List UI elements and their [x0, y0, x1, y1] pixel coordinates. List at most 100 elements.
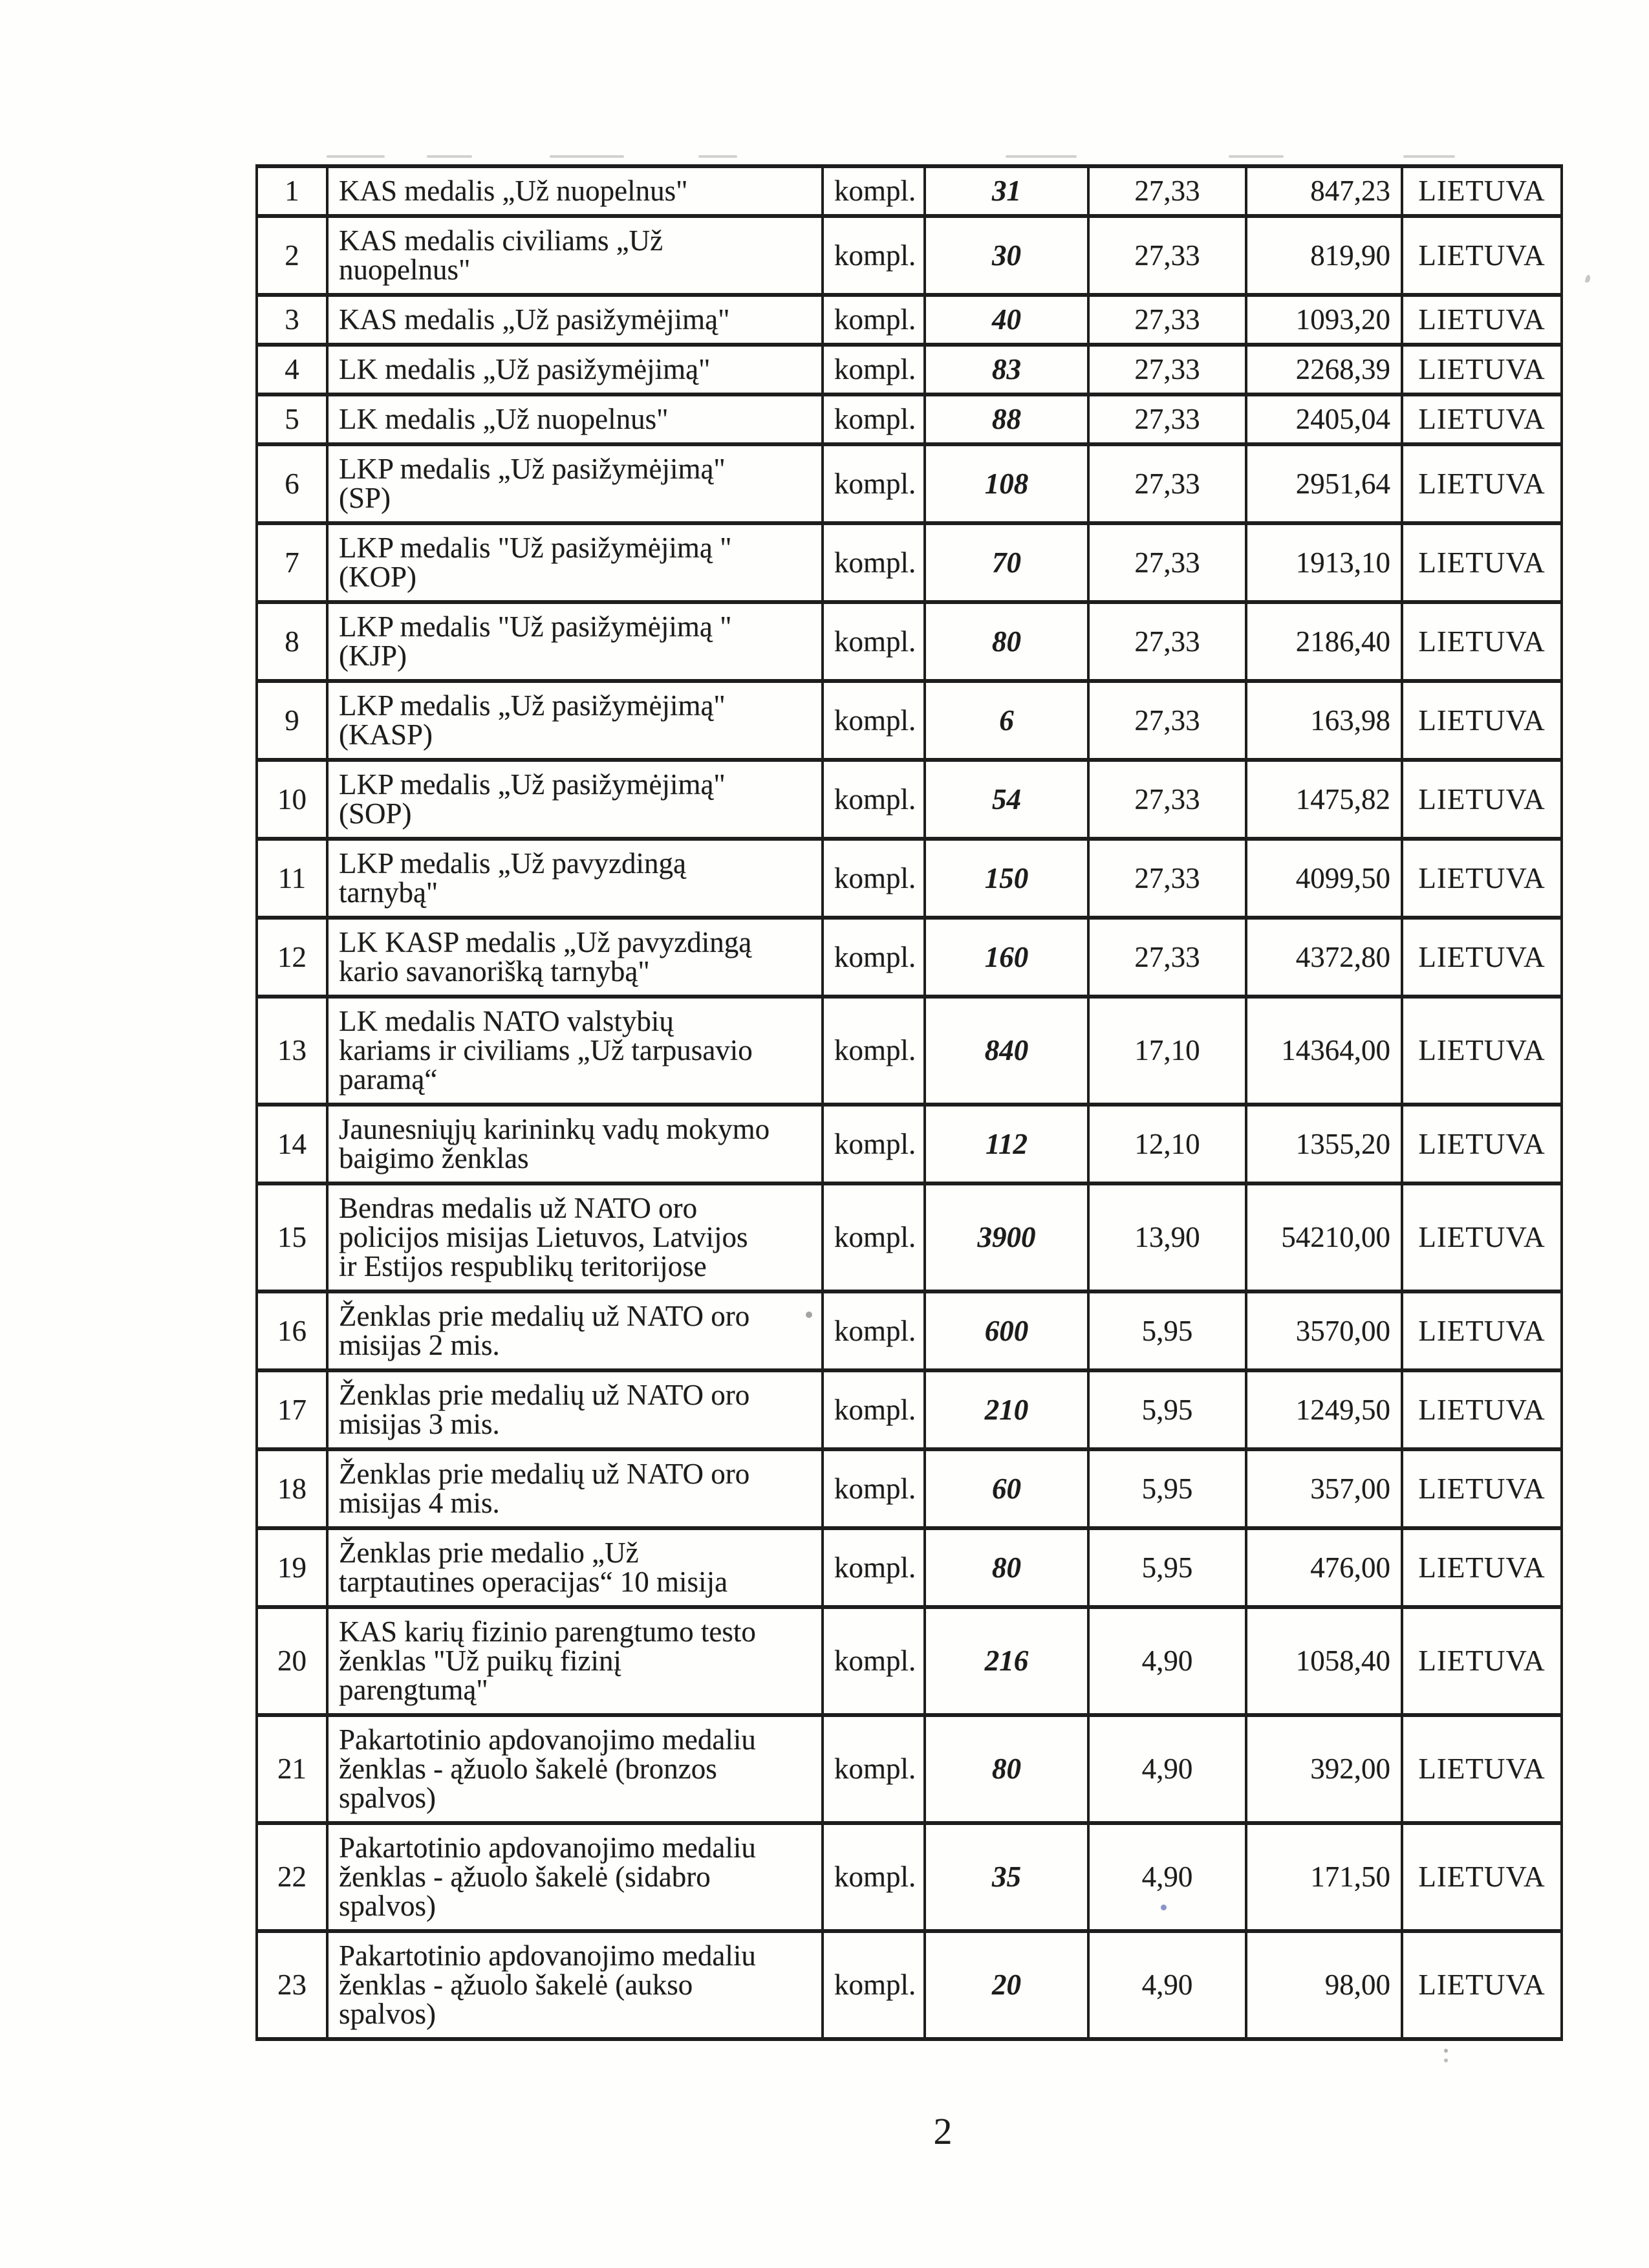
unit-price-cell: 27,33 [1087, 214, 1247, 297]
scan-artifact-dash [698, 155, 737, 158]
country-cell: LIETUVA [1401, 1526, 1563, 1609]
country-cell: LIETUVA [1401, 293, 1563, 347]
quantity-cell: 88 [923, 393, 1090, 446]
scan-speck [1584, 274, 1591, 283]
country-cell: LIETUVA [1401, 164, 1563, 218]
table-row: 3 KAS medalis „Už pasižymėjimą" kompl. 4… [255, 293, 1563, 347]
description-cell: LK medalis „Už nuopelnus" [326, 393, 824, 446]
quantity-cell: 6 [923, 679, 1090, 762]
unit-cell: kompl. [821, 1290, 926, 1372]
unit-cell: kompl. [821, 1713, 926, 1825]
scan-artifact-dash [1229, 155, 1284, 158]
total-price-cell: 847,23 [1245, 164, 1403, 218]
scan-artifact-dash [550, 155, 624, 158]
description-cell: LK medalis NATO valstybių kariams ir civ… [326, 995, 824, 1107]
quantity-cell: 108 [923, 442, 1090, 525]
country-cell: LIETUVA [1401, 214, 1563, 297]
unit-price-cell: 27,33 [1087, 393, 1247, 446]
quantity-cell: 840 [923, 995, 1090, 1107]
table-row: 12 LK KASP medalis „Už pavyzdingą kario … [255, 916, 1563, 999]
table-row: 4 LK medalis „Už pasižymėjimą" kompl. 83… [255, 343, 1563, 396]
unit-cell: kompl. [821, 442, 926, 525]
total-price-cell: 1249,50 [1245, 1368, 1403, 1451]
scan-speck [806, 1312, 812, 1318]
unit-cell: kompl. [821, 1929, 926, 2041]
country-cell: LIETUVA [1401, 1605, 1563, 1717]
total-price-cell: 2268,39 [1245, 343, 1403, 396]
total-price-cell: 2186,40 [1245, 600, 1403, 683]
unit-price-cell: 27,33 [1087, 293, 1247, 347]
unit-price-cell: 27,33 [1087, 521, 1247, 604]
unit-cell: kompl. [821, 1821, 926, 1933]
quantity-cell: 54 [923, 758, 1090, 841]
table-row: 6 LKP medalis „Už pasižymėjimą" (SP) kom… [255, 442, 1563, 525]
description-cell: Jaunesniųjų karininkų vadų mokymo baigim… [326, 1103, 824, 1185]
description-cell: KAS karių fizinio parengtumo testo ženkl… [326, 1605, 824, 1717]
row-number-cell: 1 [255, 164, 329, 218]
total-price-cell: 163,98 [1245, 679, 1403, 762]
unit-price-cell: 4,90 [1087, 1929, 1247, 2041]
country-cell: LIETUVA [1401, 1290, 1563, 1372]
unit-cell: kompl. [821, 600, 926, 683]
unit-cell: kompl. [821, 1368, 926, 1451]
country-cell: LIETUVA [1401, 916, 1563, 999]
row-number-cell: 7 [255, 521, 329, 604]
table-row: 23 Pakartotinio apdovanojimo medaliu žen… [255, 1929, 1563, 2041]
unit-cell: kompl. [821, 164, 926, 218]
quantity-cell: 112 [923, 1103, 1090, 1185]
country-cell: LIETUVA [1401, 758, 1563, 841]
description-cell: LKP medalis „Už pasižymėjimą" (SOP) [326, 758, 824, 841]
total-price-cell: 476,00 [1245, 1526, 1403, 1609]
row-number-cell: 19 [255, 1526, 329, 1609]
total-price-cell: 2951,64 [1245, 442, 1403, 525]
country-cell: LIETUVA [1401, 343, 1563, 396]
row-number-cell: 17 [255, 1368, 329, 1451]
unit-price-cell: 27,33 [1087, 916, 1247, 999]
scan-speck [1444, 2049, 1448, 2053]
country-cell: LIETUVA [1401, 600, 1563, 683]
unit-cell: kompl. [821, 521, 926, 604]
total-price-cell: 392,00 [1245, 1713, 1403, 1825]
unit-price-cell: 27,33 [1087, 837, 1247, 920]
table-row: 19 Ženklas prie medalio „Už tarptautines… [255, 1526, 1563, 1609]
country-cell: LIETUVA [1401, 1103, 1563, 1185]
unit-cell: kompl. [821, 679, 926, 762]
row-number-cell: 10 [255, 758, 329, 841]
quantity-cell: 3900 [923, 1182, 1090, 1293]
quantity-cell: 30 [923, 214, 1090, 297]
table-row: 17 Ženklas prie medalių už NATO oro misi… [255, 1368, 1563, 1451]
row-number-cell: 20 [255, 1605, 329, 1717]
table-row: 8 LKP medalis "Už pasižymėjimą " (KJP) k… [255, 600, 1563, 683]
total-price-cell: 819,90 [1245, 214, 1403, 297]
unit-price-cell: 4,90 [1087, 1821, 1247, 1933]
table-row: 10 LKP medalis „Už pasižymėjimą" (SOP) k… [255, 758, 1563, 841]
description-cell: LK medalis „Už pasižymėjimą" [326, 343, 824, 396]
description-cell: LKP medalis „Už pasižymėjimą" (SP) [326, 442, 824, 525]
unit-price-cell: 12,10 [1087, 1103, 1247, 1185]
country-cell: LIETUVA [1401, 1368, 1563, 1451]
table-row: 2 KAS medalis civiliams „Už nuopelnus" k… [255, 214, 1563, 297]
unit-cell: kompl. [821, 1526, 926, 1609]
table-row: 13 LK medalis NATO valstybių kariams ir … [255, 995, 1563, 1107]
row-number-cell: 14 [255, 1103, 329, 1185]
quantity-cell: 40 [923, 293, 1090, 347]
table-row: 21 Pakartotinio apdovanojimo medaliu žen… [255, 1713, 1563, 1825]
description-cell: Pakartotinio apdovanojimo medaliu ženkla… [326, 1821, 824, 1933]
description-cell: Pakartotinio apdovanojimo medaliu ženkla… [326, 1929, 824, 2041]
description-cell: Ženklas prie medalių už NATO oro misijas… [326, 1290, 824, 1372]
total-price-cell: 1058,40 [1245, 1605, 1403, 1717]
unit-price-cell: 27,33 [1087, 442, 1247, 525]
table-row: 22 Pakartotinio apdovanojimo medaliu žen… [255, 1821, 1563, 1933]
row-number-cell: 8 [255, 600, 329, 683]
country-cell: LIETUVA [1401, 1713, 1563, 1825]
quantity-cell: 83 [923, 343, 1090, 396]
scan-artifact-dash [427, 155, 472, 158]
row-number-cell: 3 [255, 293, 329, 347]
total-price-cell: 4372,80 [1245, 916, 1403, 999]
quantity-cell: 160 [923, 916, 1090, 999]
description-cell: Pakartotinio apdovanojimo medaliu ženkla… [326, 1713, 824, 1825]
description-cell: KAS medalis „Už pasižymėjimą" [326, 293, 824, 347]
unit-cell: kompl. [821, 916, 926, 999]
unit-price-cell: 5,95 [1087, 1526, 1247, 1609]
